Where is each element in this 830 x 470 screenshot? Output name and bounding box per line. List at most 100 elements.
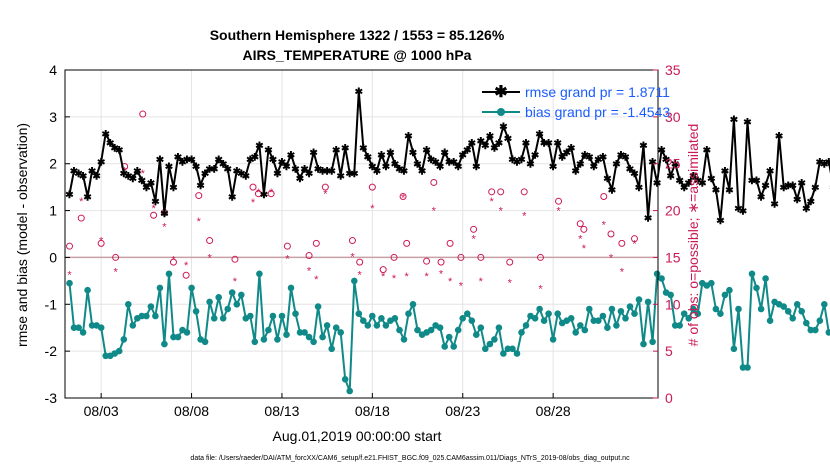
bias-point <box>364 322 372 329</box>
chart-subtitle: AIRS_TEMPERATURE @ 1000 hPa <box>243 47 472 63</box>
bias-point <box>753 284 760 292</box>
obs-assimilated-marker: * <box>233 276 238 288</box>
bias-point <box>549 336 557 343</box>
obs-assimilated-marker: * <box>285 253 290 265</box>
rmse-point: ✱ <box>255 141 264 152</box>
rmse-point: ✱ <box>196 181 205 192</box>
rmse-point: ✱ <box>567 143 576 154</box>
obs-assimilated-marker: * <box>307 266 312 278</box>
bias-point <box>436 324 444 332</box>
obs-possible-marker <box>312 239 320 247</box>
rmse-point: ✱ <box>138 176 147 187</box>
rmse-point: ✱ <box>721 167 730 178</box>
rmse-point: ✱ <box>599 153 608 164</box>
bias-point <box>545 310 552 318</box>
bias-point <box>721 291 729 299</box>
bias-point <box>454 326 462 334</box>
rmse-point: ✱ <box>391 160 400 171</box>
rmse-point: ✱ <box>594 155 603 166</box>
rmse-point: ✱ <box>784 181 793 192</box>
bias-point <box>680 310 688 318</box>
rmse-point: ✱ <box>798 179 807 190</box>
bias-point <box>676 322 683 329</box>
rmse-point: ✱ <box>224 164 233 175</box>
bias-point <box>391 315 399 322</box>
bias-point <box>459 315 467 322</box>
obs-possible-marker <box>249 183 257 191</box>
obs-assimilated-marker: * <box>578 234 583 246</box>
bias-point <box>152 312 159 320</box>
bias-point <box>215 294 222 301</box>
rmse-point: ✱ <box>585 153 594 164</box>
rmse-point: ✱ <box>251 153 260 164</box>
rmse-point: ✱ <box>517 155 526 166</box>
rmse-point: ✱ <box>748 176 757 187</box>
bias-point <box>188 284 195 292</box>
bias-point <box>143 312 150 320</box>
bias-point <box>260 336 268 343</box>
obs-assimilated-marker: * <box>251 197 256 209</box>
bias-point <box>509 345 516 353</box>
obs-assimilated-marker: * <box>459 281 464 293</box>
rmse-point: ✱ <box>129 174 138 185</box>
bias-point <box>269 312 277 320</box>
obs-possible-marker <box>446 239 454 247</box>
bias-point <box>518 329 525 336</box>
rmse-point: ✱ <box>346 169 355 180</box>
rmse-point: ✱ <box>576 160 585 171</box>
rmse-point: ✱ <box>526 160 535 171</box>
obs-possible-marker <box>576 220 584 228</box>
rmse-point: ✱ <box>318 167 327 178</box>
rmse-point: ✱ <box>495 139 504 150</box>
rmse-point: ✱ <box>811 183 820 194</box>
rmse-point: ✱ <box>739 207 748 218</box>
rmse-point: ✱ <box>450 157 459 168</box>
rmse-point: ✱ <box>296 174 305 185</box>
bias-point <box>396 326 403 334</box>
obs-assimilated-marker: * <box>184 260 189 272</box>
rmse-point: ✱ <box>472 162 481 173</box>
rmse-point: ✱ <box>291 164 300 175</box>
obs-possible-marker <box>600 193 608 201</box>
bias-point <box>183 329 191 336</box>
bias-point <box>613 322 620 329</box>
rmse-point: ✱ <box>156 155 165 166</box>
rmse-point: ✱ <box>459 150 468 161</box>
bias-point <box>301 329 308 336</box>
bias-point <box>265 326 272 334</box>
obs-assimilated-marker: * <box>582 243 587 255</box>
obs-possible-marker <box>182 271 190 279</box>
rmse-point: ✱ <box>621 153 630 164</box>
y-tick-label: 4 <box>49 62 57 78</box>
bias-point <box>75 324 82 332</box>
rmse-point: ✱ <box>260 190 269 201</box>
rmse-point: ✱ <box>454 162 463 173</box>
rmse-point: ✱ <box>608 186 617 197</box>
rmse-point: ✱ <box>825 157 830 168</box>
obs-possible-marker <box>536 253 544 261</box>
obs-assimilated-marker: * <box>392 273 397 285</box>
rmse-point: ✱ <box>431 157 440 168</box>
bias-point <box>292 310 299 318</box>
obs-possible-marker <box>506 258 514 266</box>
rmse-series-line <box>68 90 830 221</box>
rmse-point: ✱ <box>712 186 721 197</box>
rmse-point: ✱ <box>481 141 490 152</box>
obs-assimilated-marker: * <box>448 276 453 288</box>
bias-point <box>482 345 489 353</box>
obs-assimilated-marker: * <box>405 271 410 283</box>
rmse-point: ✱ <box>558 153 567 164</box>
bias-point <box>744 364 751 371</box>
y-tick-label: 2 <box>49 156 57 172</box>
rmse-point: ✱ <box>205 164 214 175</box>
obs-possible-marker <box>97 239 105 247</box>
rmse-point: ✱ <box>770 200 779 211</box>
rmse-point: ✱ <box>174 153 183 164</box>
obs-assimilated-marker: * <box>141 168 146 180</box>
obs-possible-marker <box>267 190 275 198</box>
rmse-point: ✱ <box>187 155 196 166</box>
bias-point <box>323 322 331 329</box>
bias-point <box>626 303 634 310</box>
bias-point <box>717 310 724 318</box>
rmse-point: ✱ <box>725 186 734 197</box>
